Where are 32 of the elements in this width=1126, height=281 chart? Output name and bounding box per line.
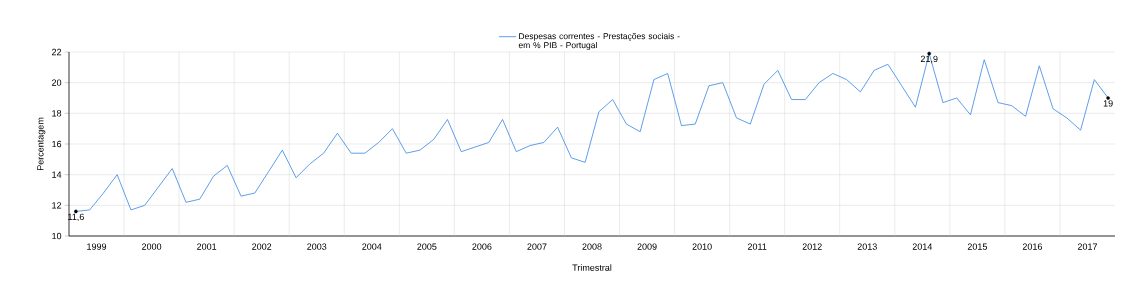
x-tick-label: 2015 <box>967 243 987 250</box>
x-tick-label: 2006 <box>472 243 492 250</box>
x-tick-label: 2004 <box>362 243 382 250</box>
x-tick-label: 1999 <box>87 243 107 250</box>
x-tick-label: 2010 <box>692 243 712 250</box>
x-tick-label: 2011 <box>747 243 767 250</box>
x-tick-label: 2001 <box>197 243 217 250</box>
legend-label: Despesas correntes - Prestações sociais - em % PIB - Portugal <box>518 32 680 50</box>
y-tick-label: 20 <box>52 79 62 86</box>
x-tick-label: 2014 <box>912 243 933 250</box>
y-tick-label: 22 <box>52 48 62 56</box>
x-axis-title: Trimestral <box>572 264 612 271</box>
y-tick-label: 18 <box>52 110 62 117</box>
x-tick-label: 2003 <box>307 243 327 250</box>
x-tick-label: 2005 <box>417 243 437 250</box>
y-tick-label: 14 <box>52 171 62 178</box>
x-tick-label: 2002 <box>252 243 272 250</box>
y-tick-label: 16 <box>52 140 62 148</box>
x-tick-label: 2000 <box>142 243 162 250</box>
x-tick-label: 2016 <box>1022 243 1043 250</box>
x-tick-label: 2013 <box>857 243 877 250</box>
y-axis-title: Percentagem <box>37 117 46 171</box>
y-tick-label: 10 <box>52 232 62 240</box>
x-tick-label: 2017 <box>1077 243 1098 250</box>
x-tick-label: 2012 <box>802 243 822 250</box>
x-tick-label: 2009 <box>637 243 657 250</box>
y-tick-label: 12 <box>52 202 62 209</box>
data-label: 11,6 <box>68 213 84 222</box>
data-label: 19 <box>1103 100 1113 107</box>
data-label: 21,9 <box>920 55 938 64</box>
x-tick-label: 2008 <box>582 243 602 250</box>
x-tick-label: 2007 <box>527 243 547 250</box>
